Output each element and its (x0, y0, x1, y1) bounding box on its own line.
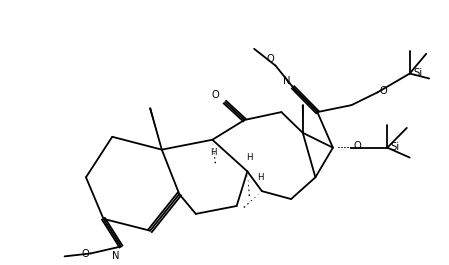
Text: O: O (81, 249, 89, 259)
Polygon shape (302, 105, 304, 133)
Text: H: H (210, 148, 216, 157)
Text: Si: Si (413, 68, 423, 78)
Text: Si: Si (391, 142, 400, 152)
Text: H: H (257, 173, 264, 182)
Text: H: H (246, 153, 252, 162)
Text: O: O (379, 86, 387, 96)
Text: N: N (283, 76, 291, 86)
Text: O: O (212, 90, 220, 100)
Text: O: O (353, 141, 361, 151)
Polygon shape (149, 108, 162, 150)
Text: N: N (112, 251, 119, 261)
Text: O: O (266, 54, 274, 64)
